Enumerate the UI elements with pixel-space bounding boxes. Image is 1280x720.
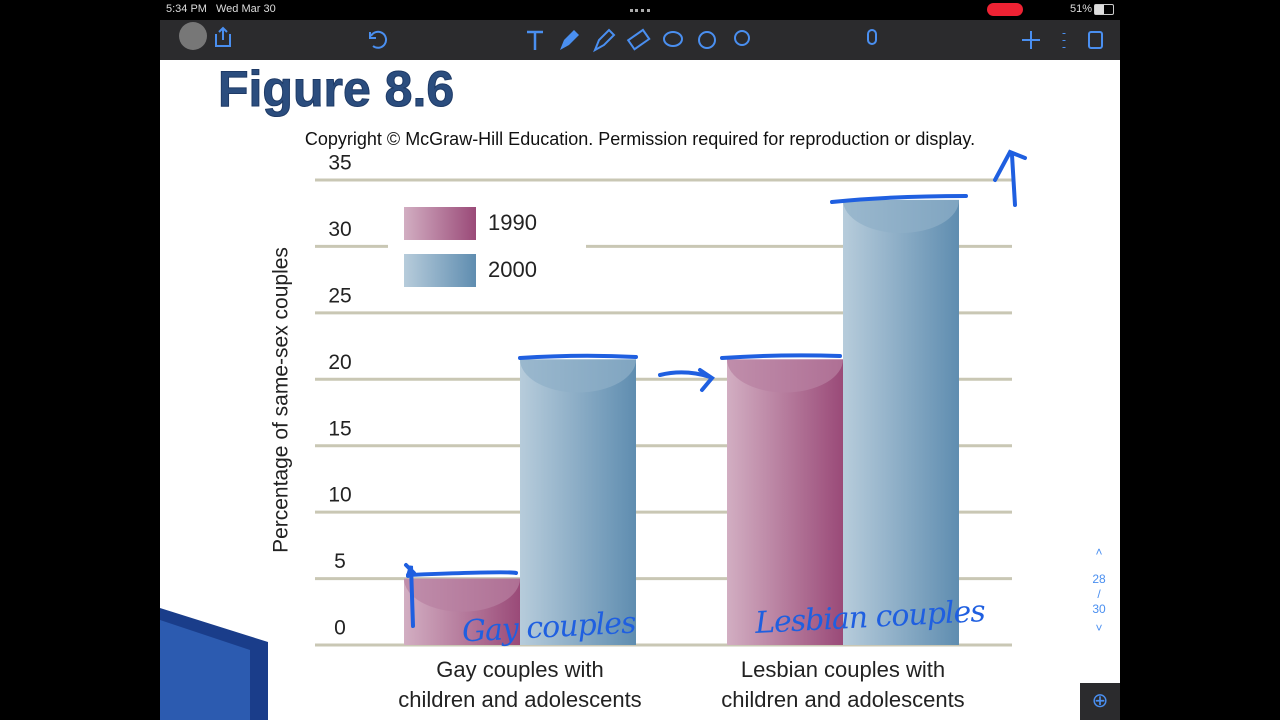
page-indicator[interactable]: ˄ 28 / 30 ˅ [1086, 545, 1112, 636]
y-tick-label: 20 [328, 351, 351, 374]
y-axis-label: Percentage of same-sex couples [270, 247, 293, 553]
laser-tool[interactable] [734, 30, 750, 46]
share-button[interactable] [215, 26, 231, 47]
legend-label: 2000 [488, 257, 537, 282]
battery-icon [1094, 4, 1114, 15]
zoom-button[interactable]: ⊕ [1080, 683, 1120, 720]
eraser-tool[interactable] [626, 28, 651, 51]
slide-canvas: Figure 8.6 Copyright © McGraw-Hill Educa… [160, 61, 1027, 720]
bar-cap [727, 359, 843, 393]
legend-label: 1990 [488, 210, 537, 235]
x-tick-label: Gay couples with children and adolescent… [398, 657, 642, 712]
bar [520, 359, 636, 645]
y-tick-label: 10 [328, 484, 351, 507]
y-tick-label: 0 [334, 617, 346, 640]
time: 5:34 PM [166, 3, 207, 15]
toolbar [160, 20, 1120, 60]
y-tick-label: 30 [328, 218, 351, 241]
status-bar: 5:34 PM Wed Mar 30 51% [0, 0, 1280, 20]
bar-cap [843, 199, 959, 234]
y-tick-label: 35 [328, 152, 351, 175]
page-down[interactable]: ˅ [1095, 621, 1103, 635]
date: Wed Mar 30 [216, 3, 276, 15]
bar [843, 199, 959, 645]
lasso-tool[interactable] [663, 31, 683, 47]
recording-indicator[interactable] [987, 3, 1023, 16]
y-tick-label: 15 [328, 417, 351, 440]
slide-title: Figure 8.6 [218, 61, 454, 117]
pages-button[interactable] [1088, 31, 1103, 49]
page-separator: / [1097, 587, 1101, 601]
total-pages: 30 [1092, 602, 1106, 616]
y-tick-label: 5 [334, 550, 346, 573]
undo-button[interactable] [369, 30, 388, 49]
multitask-dots[interactable] [630, 9, 650, 16]
add-button[interactable] [1022, 31, 1040, 49]
text-tool[interactable] [527, 30, 543, 50]
legend-swatch [404, 254, 476, 287]
copyright: Copyright © McGraw-Hill Education. Permi… [305, 129, 975, 149]
plot: 0 5 10 15 20 25 30 35 1990 2000 [315, 152, 1012, 647]
x-tick-label: Lesbian couples with children and adoles… [721, 657, 965, 712]
battery-level: 51% [1070, 3, 1093, 15]
page-up[interactable]: ˄ [1095, 545, 1103, 559]
slide-decoration [160, 620, 250, 720]
toolbar-icons [179, 22, 1103, 53]
y-tick-label: 25 [328, 284, 351, 307]
bar [727, 359, 843, 645]
ink-strokes [404, 149, 1027, 628]
back-button[interactable] [179, 22, 207, 50]
mic-button[interactable] [867, 29, 877, 45]
highlighter-tool[interactable] [593, 28, 616, 53]
pen-tool[interactable] [560, 30, 579, 50]
bar-cap [520, 359, 636, 393]
current-page: 28 [1092, 572, 1106, 586]
legend: 1990 2000 [388, 192, 586, 296]
shape-tool[interactable] [698, 31, 716, 49]
bar-cap [404, 578, 520, 612]
legend-swatch [404, 207, 476, 240]
slide: Figure 8.6 Copyright © McGraw-Hill Educa… [160, 60, 1120, 720]
